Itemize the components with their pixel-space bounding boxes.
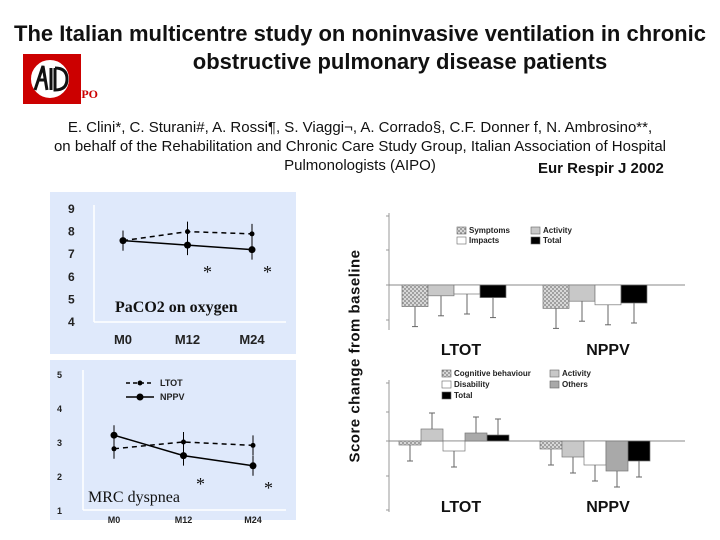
bar-impacts (594, 284, 622, 306)
bar-disability (583, 440, 607, 466)
y-tick-label: 4 (68, 315, 75, 329)
bar-disability (442, 440, 466, 452)
legend-swatch (456, 236, 467, 245)
legend-label: Others (562, 380, 588, 389)
dyspnea-chart: 1 2 3 4 5 M0 M12 M24 LTOT NPPV MRC dyspnea * * (57, 370, 286, 525)
bar-activity (427, 284, 455, 297)
legend-swatch (549, 369, 560, 378)
legend-swatch (441, 391, 452, 400)
category-label: NPPV (586, 499, 630, 516)
legend-label: Activity (543, 226, 572, 235)
y-tick-label: 7 (68, 247, 75, 261)
logo-glyph (33, 65, 69, 92)
y-tick-label: 2 (57, 472, 62, 482)
legend-label-ltot: LTOT (160, 378, 183, 388)
y-tick-label: 3 (57, 438, 62, 448)
slide-title-line1: The Italian multicentre study on noninva… (14, 21, 706, 46)
data-point-nppv (110, 431, 118, 439)
legend-marker-ltot (137, 380, 143, 386)
significance-marker: * (196, 474, 205, 494)
bar-activity (420, 428, 444, 442)
bar-impacts (453, 284, 481, 295)
data-point-nppv (119, 237, 127, 245)
legend-swatch (549, 380, 560, 389)
slide-title-line2: obstructive pulmonary disease patients (192, 49, 608, 74)
bar-others (605, 440, 629, 472)
data-point-ltot (185, 229, 190, 235)
category-label: LTOT (441, 499, 482, 516)
bar-others (464, 432, 488, 442)
legend-label: Cognitive behaviour (454, 369, 531, 378)
category-label: NPPV (586, 342, 630, 359)
data-point-nppv (249, 462, 257, 470)
legend-label: Disability (454, 380, 490, 389)
legend-label: Activity (562, 369, 591, 378)
legend-swatch (530, 236, 541, 245)
legend-label: Total (454, 391, 473, 400)
chart-title-dyspnea: MRC dyspnea (88, 489, 180, 506)
x-tick-label: M24 (244, 515, 262, 525)
data-point-nppv (180, 452, 187, 460)
x-tick-label: M12 (175, 515, 193, 525)
bar-activity (568, 284, 596, 302)
x-tick-label: M12 (175, 332, 200, 347)
bar-total (479, 284, 507, 298)
paco2-chart: 4 5 6 7 8 9 M0 M12 M24 PaCO2 on oxygen * * (68, 202, 286, 347)
y-tick-label: 5 (68, 292, 75, 306)
legend-label: Impacts (469, 236, 500, 245)
significance-marker: * (264, 478, 273, 498)
journal-citation: Eur Respir J 2002 (538, 160, 664, 177)
legend-label-nppv: NPPV (160, 392, 185, 402)
y-tick-label: 1 (57, 506, 62, 516)
legend-label: Symptoms (469, 226, 510, 235)
bar-symptoms (401, 284, 429, 307)
data-point-ltot (111, 446, 117, 452)
x-tick-label: M24 (239, 332, 265, 347)
y-tick-label: 8 (68, 225, 75, 239)
legend-swatch (441, 380, 452, 389)
data-point-nppv (248, 246, 256, 254)
data-point-nppv (184, 241, 191, 249)
authors-line1: E. Clini*, C. Sturani#, A. Rossi¶, S. Vi… (67, 119, 653, 136)
bar-total (486, 434, 510, 442)
paco2-chart-panel: 4 5 6 7 8 9 M0 M12 M24 PaCO2 on oxygen * * (50, 192, 296, 354)
authors-line3: Pulmonologists (AIPO) (284, 157, 436, 174)
y-tick-label: 6 (68, 270, 75, 284)
legend-swatch (456, 226, 467, 235)
data-point-ltot (249, 231, 255, 237)
aipo-logo: AIPO (23, 54, 98, 104)
logo-text: AIPO (68, 87, 98, 101)
significance-marker: * (263, 262, 272, 282)
bar-cognitive-behaviour (398, 440, 422, 446)
dyspnea-chart-panel: 1 2 3 4 5 M0 M12 M24 LTOT NPPV MRC dyspnea * * (50, 360, 296, 525)
bar-total (627, 440, 651, 462)
bar-cognitive-behaviour (539, 440, 563, 450)
y-tick-label: 5 (57, 370, 62, 380)
legend-swatch (441, 369, 452, 378)
bar-symptoms (542, 284, 570, 309)
bar-activity (561, 440, 585, 458)
x-tick-label: M0 (114, 332, 132, 347)
legend-swatch (530, 226, 541, 235)
y-tick-label: 9 (68, 202, 75, 216)
category-label: LTOT (441, 342, 482, 359)
significance-marker: * (203, 262, 212, 282)
data-point-ltot (250, 442, 256, 448)
y-tick-label: 4 (57, 404, 62, 414)
authors-line2: on behalf of the Rehabilitation and Chro… (53, 138, 667, 155)
data-point-ltot (181, 439, 186, 445)
legend-marker-nppv (136, 393, 144, 401)
chart-title-paco2: PaCO2 on oxygen (115, 299, 238, 316)
x-tick-label: M0 (108, 515, 121, 525)
legend-label: Total (543, 236, 562, 245)
bar-total (620, 284, 648, 304)
